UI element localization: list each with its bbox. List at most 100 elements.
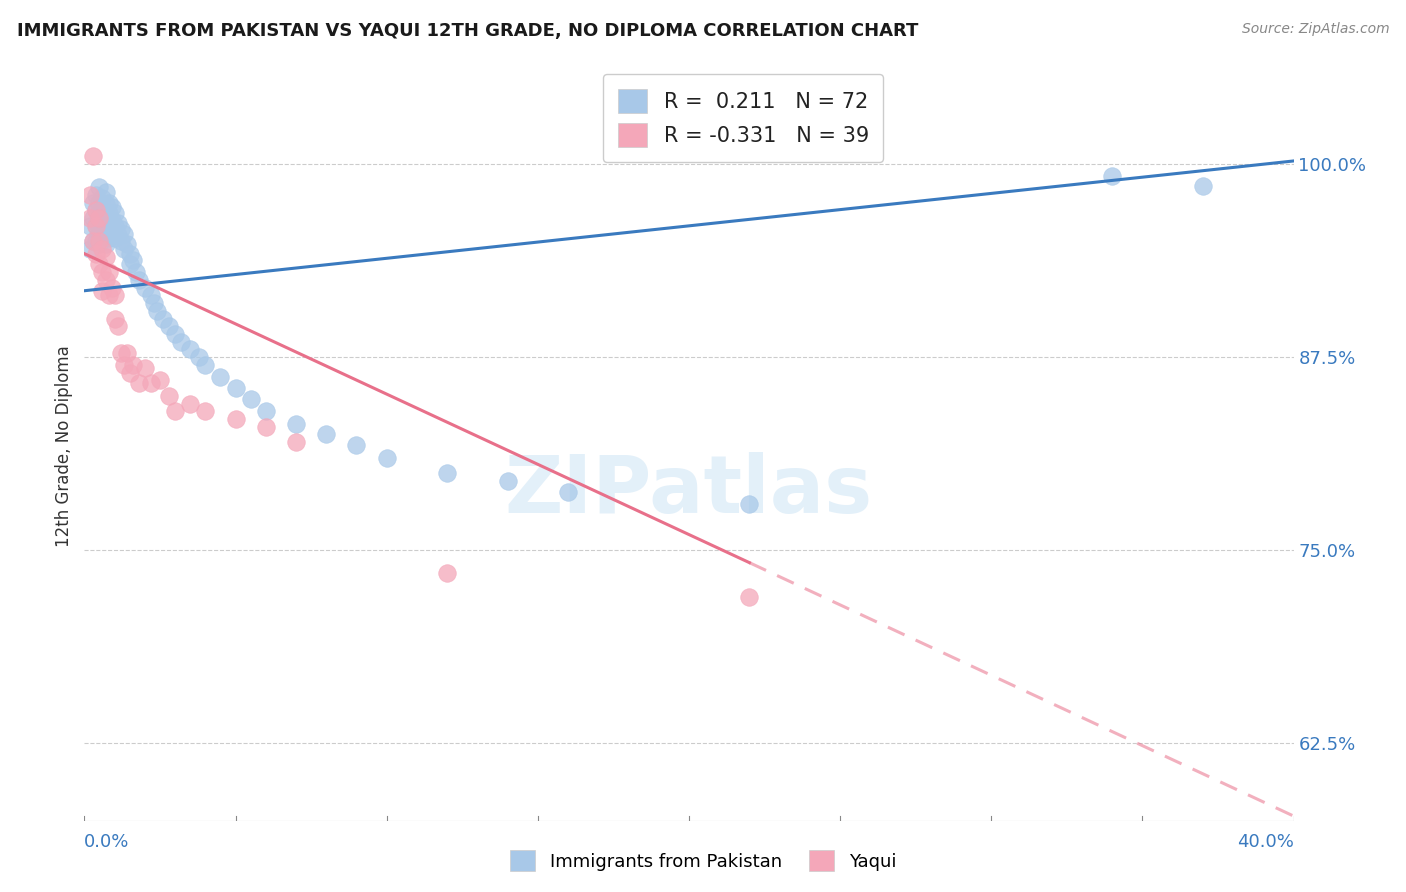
Point [146,303,169,318]
Point [157,389,180,403]
Point [97,219,120,233]
Point [107,216,129,230]
Point [225,381,247,395]
Point [94,185,117,199]
Point [97,206,120,220]
Point [94,250,117,264]
Point [254,404,277,418]
Point [89,195,111,210]
Point [738,590,761,604]
Point [91,216,114,230]
Point [110,222,132,236]
Point [94,228,117,243]
Point [104,206,127,220]
Point [104,231,127,245]
Point [79,211,101,226]
Point [79,242,101,256]
Point [1101,169,1123,184]
Y-axis label: 12th Grade, No Diploma: 12th Grade, No Diploma [55,345,73,547]
Point [82,195,104,210]
Point [254,419,277,434]
Point [94,210,117,224]
Point [86,219,108,233]
Point [100,212,122,227]
Point [104,311,127,326]
Point [89,180,111,194]
Point [104,219,127,233]
Point [179,396,201,410]
Text: ZIPatlas: ZIPatlas [505,452,873,530]
Point [107,319,129,334]
Text: IMMIGRANTS FROM PAKISTAN VS YAQUI 12TH GRADE, NO DIPLOMA CORRELATION CHART: IMMIGRANTS FROM PAKISTAN VS YAQUI 12TH G… [17,22,918,40]
Point [121,252,143,267]
Point [86,246,108,260]
Point [104,288,127,302]
Point [121,358,143,372]
Point [118,257,141,271]
Point [97,195,120,210]
Point [165,326,187,341]
Point [738,497,761,511]
Point [285,417,308,431]
Point [86,188,108,202]
Legend: R =  0.211   N = 72, R = -0.331   N = 39: R = 0.211 N = 72, R = -0.331 N = 39 [603,74,883,162]
Point [496,474,519,488]
Point [91,227,114,241]
Point [89,237,111,252]
Point [152,311,174,326]
Point [86,203,108,218]
Point [100,200,122,214]
Point [315,427,337,442]
Point [94,237,117,252]
Point [89,206,111,220]
Point [225,412,247,426]
Point [97,265,120,279]
Point [112,227,135,241]
Point [157,319,180,334]
Point [91,242,114,256]
Point [134,361,156,376]
Point [89,227,111,241]
Point [79,188,101,202]
Text: 40.0%: 40.0% [1237,833,1294,851]
Point [165,404,187,418]
Point [118,366,141,380]
Point [82,211,104,226]
Point [134,280,156,294]
Legend: Immigrants from Pakistan, Yaqui: Immigrants from Pakistan, Yaqui [503,843,903,879]
Point [557,484,579,499]
Point [436,466,458,480]
Point [100,280,122,294]
Point [89,211,111,226]
Point [194,358,217,372]
Point [128,273,150,287]
Point [170,334,193,349]
Point [115,237,138,252]
Point [188,350,211,364]
Point [112,358,135,372]
Point [194,404,217,418]
Point [94,197,117,211]
Point [94,219,117,233]
Point [149,373,172,387]
Point [82,235,104,249]
Point [110,345,132,359]
Point [346,438,368,452]
Point [89,235,111,249]
Point [97,231,120,245]
Point [89,219,111,233]
Point [375,450,398,465]
Point [125,265,148,279]
Point [91,284,114,298]
Point [89,257,111,271]
Point [179,343,201,357]
Point [107,228,129,243]
Point [112,242,135,256]
Point [436,566,458,581]
Point [86,203,108,218]
Point [110,235,132,249]
Point [91,265,114,279]
Point [86,235,108,249]
Point [91,203,114,218]
Point [97,288,120,302]
